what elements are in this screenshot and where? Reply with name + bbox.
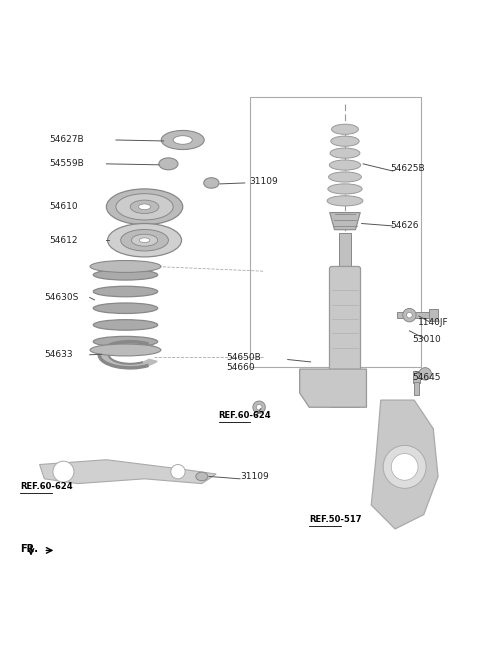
Text: 54610: 54610	[49, 202, 78, 212]
Text: 54612: 54612	[49, 236, 78, 244]
Bar	[414, 382, 419, 396]
Text: 1140JF: 1140JF	[418, 318, 448, 327]
Ellipse shape	[330, 148, 360, 158]
Ellipse shape	[93, 269, 157, 280]
Ellipse shape	[93, 336, 157, 347]
Ellipse shape	[139, 238, 150, 242]
Text: 53010: 53010	[413, 336, 442, 344]
Ellipse shape	[120, 229, 168, 251]
Bar	[339, 233, 351, 269]
Text: 54645: 54645	[413, 373, 441, 382]
Ellipse shape	[93, 286, 157, 297]
Ellipse shape	[329, 172, 361, 182]
Polygon shape	[371, 400, 438, 529]
Ellipse shape	[130, 200, 159, 214]
Ellipse shape	[108, 223, 181, 257]
Ellipse shape	[132, 235, 157, 246]
Ellipse shape	[161, 131, 204, 150]
Ellipse shape	[329, 160, 360, 170]
Circle shape	[419, 368, 432, 380]
Ellipse shape	[403, 308, 416, 322]
Text: 54650B: 54650B	[227, 353, 262, 361]
Ellipse shape	[173, 136, 192, 145]
Circle shape	[253, 401, 265, 413]
Text: 54630S: 54630S	[44, 293, 79, 302]
Ellipse shape	[90, 344, 161, 356]
Polygon shape	[330, 212, 360, 230]
Circle shape	[53, 461, 74, 482]
Polygon shape	[99, 342, 157, 368]
Ellipse shape	[196, 472, 208, 481]
Ellipse shape	[332, 124, 359, 134]
Ellipse shape	[327, 196, 363, 206]
Ellipse shape	[139, 204, 151, 210]
Circle shape	[256, 404, 262, 410]
Text: 54633: 54633	[44, 350, 73, 359]
FancyBboxPatch shape	[329, 267, 360, 407]
Ellipse shape	[90, 260, 161, 273]
Ellipse shape	[159, 158, 178, 170]
Polygon shape	[300, 369, 366, 407]
Bar	[413, 371, 420, 384]
Circle shape	[391, 453, 418, 480]
Text: 31109: 31109	[250, 177, 278, 186]
Text: FR.: FR.	[21, 544, 38, 554]
Ellipse shape	[204, 177, 219, 188]
Ellipse shape	[407, 312, 412, 318]
Polygon shape	[39, 460, 216, 484]
Ellipse shape	[331, 136, 359, 147]
Ellipse shape	[93, 320, 157, 330]
Text: REF.60-624: REF.60-624	[218, 411, 271, 420]
Circle shape	[171, 464, 185, 479]
Text: 54625B: 54625B	[390, 164, 425, 173]
Text: 54627B: 54627B	[49, 135, 84, 145]
Text: 31109: 31109	[240, 472, 269, 481]
Ellipse shape	[107, 189, 183, 225]
Bar	[430, 309, 438, 321]
Ellipse shape	[328, 184, 362, 194]
Text: REF.50-517: REF.50-517	[309, 515, 362, 524]
Circle shape	[383, 445, 426, 488]
Text: 54559B: 54559B	[49, 160, 84, 168]
Text: 54660: 54660	[227, 363, 255, 372]
Ellipse shape	[93, 303, 157, 313]
Ellipse shape	[116, 194, 173, 220]
Bar	[397, 312, 431, 319]
Text: 54626: 54626	[390, 221, 419, 231]
Text: REF.60-624: REF.60-624	[21, 482, 73, 491]
